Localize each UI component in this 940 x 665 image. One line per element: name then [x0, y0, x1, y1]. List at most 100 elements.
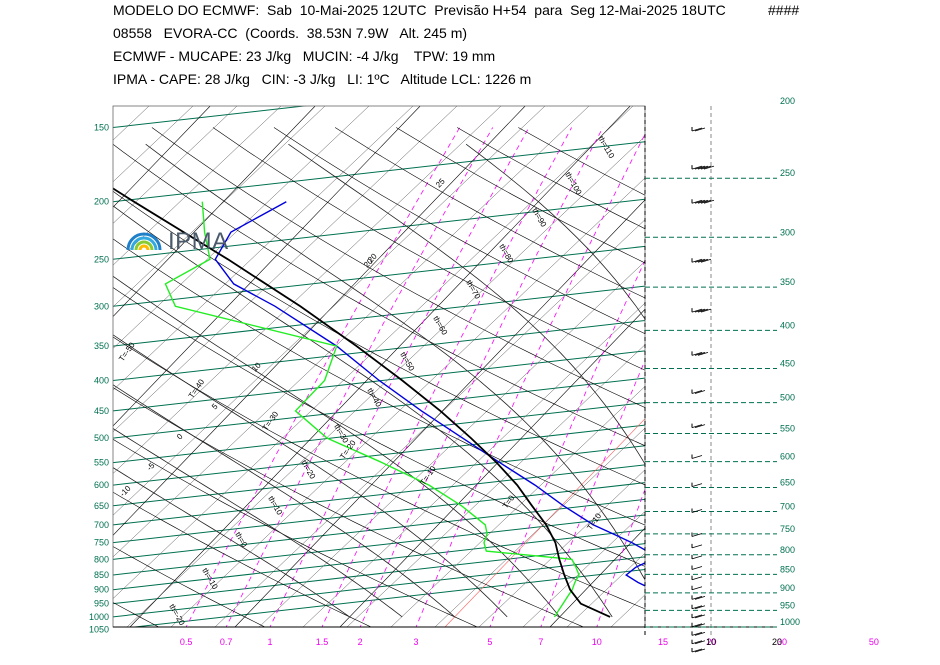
- wind-barb-flag: [694, 648, 706, 653]
- wind-barb: [691, 308, 712, 313]
- wind-barb-flag: [691, 623, 703, 628]
- grid-diagonal: [113, 106, 194, 183]
- wind-barb-flag: [691, 258, 703, 263]
- wind-barb-flag: [691, 576, 703, 581]
- grid-diagonal: [113, 106, 634, 599]
- isobar-line: [113, 445, 645, 507]
- isobar-line: [113, 556, 645, 618]
- wind-barb-flag: [694, 308, 706, 313]
- wind-barb: [691, 258, 712, 263]
- wind-barb: [691, 554, 703, 560]
- grid-diagonal: [113, 106, 458, 433]
- wind-barb-flag: [691, 614, 703, 619]
- mixing-ratio-tick-label: 5: [487, 637, 492, 647]
- wind-barb-flag: [691, 648, 703, 653]
- pressure-tick-label: 500: [94, 433, 109, 443]
- pressure-tick-label-right: 500: [780, 393, 795, 403]
- grid-diagonal: [875, 106, 940, 627]
- mixing-ratio-tick-label: 1: [268, 637, 273, 647]
- moist-adiabat-label: -5: [145, 461, 157, 473]
- pressure-tick-label-right: 650: [780, 478, 795, 488]
- grid-diagonal: [113, 106, 590, 558]
- mixing-ratio-tick-label: 1.5: [316, 637, 329, 647]
- wind-barb-flag: [691, 308, 703, 313]
- mixing-ratio-tick-label: 3: [414, 637, 419, 647]
- mixing-ratio-line: [359, 127, 604, 627]
- header-line-2: 08558 EVORA-CC (Coords. 38.53N 7.9W Alt.…: [113, 25, 468, 41]
- mixing-ratio-line: [269, 127, 530, 627]
- pressure-tick-label: 900: [94, 585, 109, 595]
- grid-diagonal: [743, 106, 940, 627]
- wind-barb: [691, 543, 703, 549]
- mixing-ratio-line: [540, 359, 645, 627]
- pressure-tick-label: 950: [94, 599, 109, 609]
- isotherm-line: [234, 199, 645, 627]
- mixing-ratio-line: [415, 133, 645, 627]
- grid-diagonal: [478, 469, 645, 627]
- isotherm-line: [113, 106, 316, 318]
- wind-barb: [691, 648, 706, 653]
- pressure-tick-label-right: 800: [780, 545, 795, 555]
- pressure-tick-label-right: 450: [780, 359, 795, 369]
- grid-diagonal: [655, 106, 940, 627]
- wind-barb: [691, 532, 703, 537]
- header-line-1: MODELO DO ECMWF: Sab 10-Mai-2025 12UTC P…: [113, 2, 726, 18]
- moist-adiabat-line: [288, 143, 645, 465]
- mixing-ratio-tick-label: 50: [869, 637, 879, 647]
- pressure-tick-label: 450: [94, 406, 109, 416]
- dry-adiabat-label: th=100: [563, 171, 583, 197]
- isobar-line: [113, 106, 309, 129]
- grid-diagonal: [113, 106, 370, 349]
- rainbow-icon: [126, 232, 162, 251]
- wind-barb: [691, 351, 709, 356]
- mixing-ratio-tick-label: 0.5: [180, 637, 193, 647]
- wind-barb-flag: [691, 632, 703, 636]
- isobar-line: [113, 482, 645, 544]
- moist-adiabat-label: 10: [250, 360, 263, 373]
- isobar-line: [113, 402, 645, 464]
- wind-barb: [691, 595, 706, 600]
- wind-barb-flag: [691, 424, 703, 429]
- grid-diagonal: [699, 106, 940, 627]
- mixing-ratio-tick-label: 30: [777, 637, 787, 647]
- dry-adiabat-label: th=40: [365, 387, 383, 410]
- wind-barb: [691, 585, 703, 591]
- wind-barb-flag: [691, 555, 703, 560]
- pressure-tick-label: 850: [94, 570, 109, 580]
- wind-barb-flag: [694, 596, 706, 600]
- grid-diagonal: [113, 106, 414, 391]
- header-line-3: ECMWF - MUCAPE: 23 J/kg MUCIN: -4 J/kg T…: [113, 48, 496, 64]
- wind-barb: [691, 613, 706, 619]
- wind-barb-flag: [694, 390, 706, 394]
- dry-adiabat-line: [113, 336, 645, 610]
- wind-barb: [691, 423, 706, 429]
- isotherm-line: [865, 106, 940, 627]
- wind-barb-flag: [691, 533, 703, 537]
- isotherm-line: [549, 527, 645, 627]
- wind-barb-flag: [691, 596, 703, 600]
- logo-text: IPMA: [168, 228, 229, 255]
- wind-barb-flag: [694, 605, 706, 610]
- wind-barb-flag: [691, 566, 703, 570]
- wind-barb-flag: [694, 640, 706, 645]
- mixing-ratio-tick-label: 10: [592, 637, 602, 647]
- wind-barb-flag: [694, 614, 706, 619]
- wind-barb: [691, 639, 706, 645]
- pressure-tick-label: 350: [94, 341, 109, 351]
- grid-diagonal: [434, 427, 645, 627]
- isobar-line: [113, 245, 645, 307]
- dry-adiabat-line: [396, 127, 645, 264]
- grid-diagonal: [214, 219, 645, 627]
- isotherm-line: [444, 418, 645, 627]
- pressure-tick-label: 700: [94, 520, 109, 530]
- wind-barb-flag: [691, 509, 703, 513]
- pressure-tick-label-right: 550: [780, 423, 795, 433]
- mixing-ratio-line: [662, 128, 847, 630]
- wind-barb: [691, 165, 715, 170]
- grid-diagonal: [170, 177, 645, 627]
- pressure-tick-label-right: 200: [780, 96, 795, 106]
- dry-adiabat-line: [518, 127, 645, 196]
- grid-diagonal: [302, 302, 645, 627]
- moist-adiabat-label: 25: [434, 176, 447, 189]
